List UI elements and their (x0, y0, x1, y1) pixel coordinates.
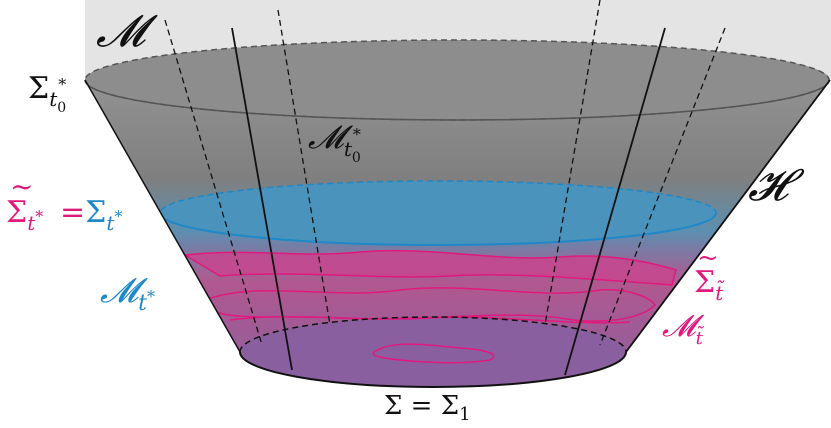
svg-text:~: ~ (697, 243, 719, 273)
label-sigma-t0-star: Σt0* (28, 71, 66, 116)
generator-line-right-dashed-1 (544, 0, 601, 326)
label-sigma-tilde-equals-sigma: ~ Σt* =Σt* (6, 170, 122, 235)
level-contour-2 (229, 316, 631, 324)
generator-line-left-dashed-1 (164, 19, 263, 346)
base-front-edge (239, 351, 627, 388)
label-m-tilde-t: 𝓜t̃ (662, 309, 705, 349)
svg-text:Σt̃: Σt̃ (694, 265, 725, 305)
cone-right-edge (625, 79, 831, 353)
blue-slice-front-edge (159, 212, 717, 246)
generator-line-left-dashed-2 (277, 9, 331, 326)
base-disk (240, 317, 626, 387)
svg-text:=Σt*: =Σt* (60, 195, 122, 235)
label-horizon: 𝓗 (748, 160, 805, 211)
generator-line-left-solid (231, 27, 293, 371)
generator-line-right-solid (564, 27, 666, 376)
svg-text:Σt*: Σt* (6, 195, 43, 235)
inner-contour (372, 343, 495, 364)
label-sigma-equals-sigma1: Σ = Σ1 (384, 391, 471, 425)
label-sigma-tilde-t: ~ Σt̃ (694, 243, 725, 305)
cone-left-edge (84, 79, 241, 353)
generator-line-right-dashed-2 (599, 27, 726, 346)
svg-text:~: ~ (10, 170, 33, 203)
top-slice-front-edge (84, 79, 830, 121)
label-m-t-star: 𝓜t* (100, 271, 155, 316)
